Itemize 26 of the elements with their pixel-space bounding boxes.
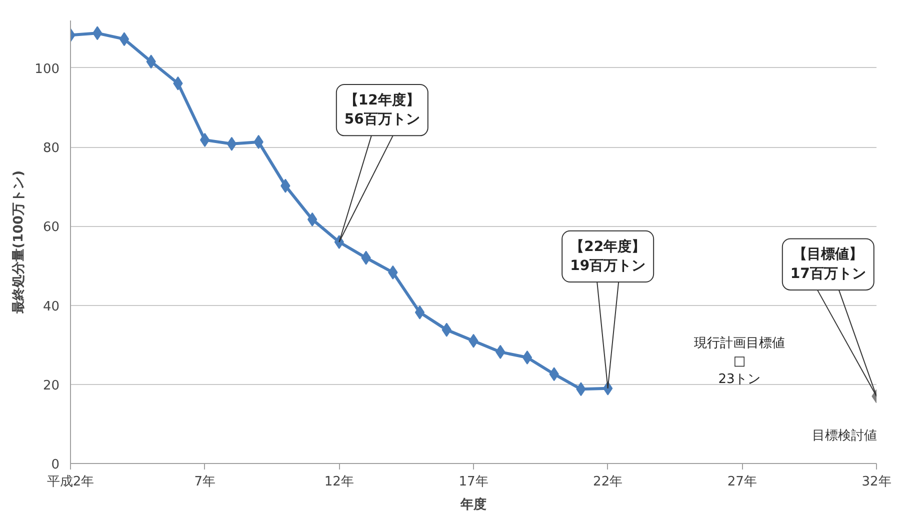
point [334, 235, 344, 249]
annotation: 【目標値】 17百万トン [790, 246, 866, 282]
y-tick-label: 40 [42, 299, 60, 314]
y-tick-label: 80 [42, 141, 60, 156]
x-tick-label: 27年 [727, 474, 757, 490]
x-tick-label: 12年 [324, 474, 354, 490]
point [522, 350, 532, 364]
x-tick-label: 7年 [194, 474, 216, 490]
x-tick-label: 22年 [593, 474, 623, 490]
annotation: 現行計画目標値 □ 23トン [694, 336, 785, 388]
y-tick-label: 20 [42, 378, 60, 394]
point [119, 32, 130, 46]
series-label: 目標検討値 [812, 428, 877, 444]
x-tick-label: 平成2年 [46, 474, 94, 490]
x-tick-label: 17年 [458, 474, 488, 490]
x-axis-title: 年度 [460, 496, 486, 512]
annotation: 【22年度】 19百万トン [570, 238, 646, 274]
annotation: 【12年度】 56百万トン [344, 91, 420, 128]
y-tick-label: 100 [34, 62, 60, 77]
y-tick-label: 60 [42, 220, 60, 236]
point [226, 136, 237, 151]
point [307, 212, 318, 226]
point [414, 305, 425, 320]
y-tick-label: 0 [51, 458, 60, 472]
x-tick-label: 32年 [862, 474, 892, 490]
y-axis-title: 最終処分量(100万トン) [12, 170, 27, 315]
